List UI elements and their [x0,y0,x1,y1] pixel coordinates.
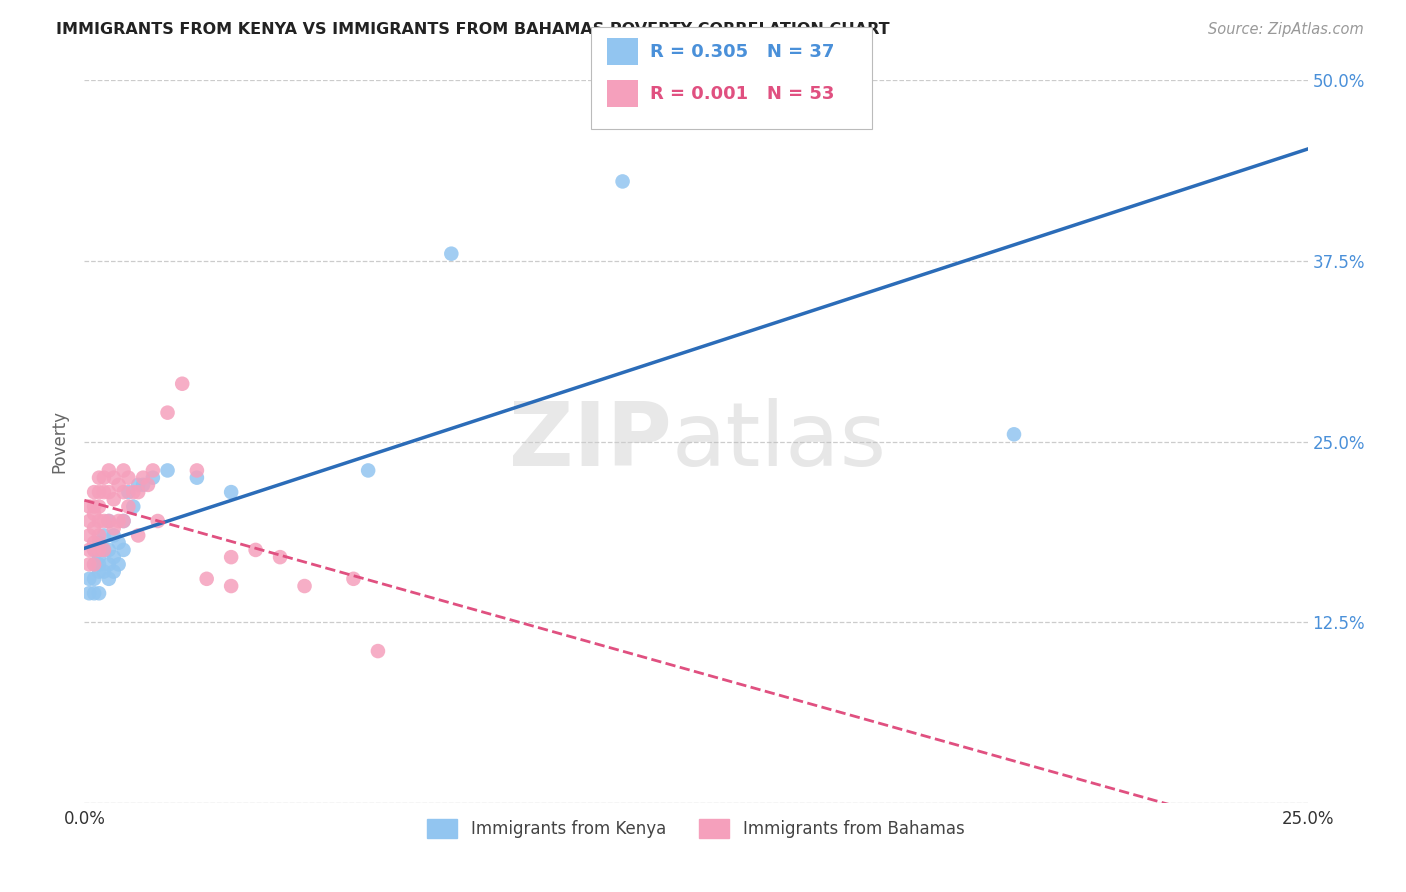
Point [87,528,110,542]
Point [77,586,100,600]
Point [107,558,129,572]
Point [93,485,115,500]
Point [269,550,291,565]
Point [93,542,115,557]
Point [97,542,120,557]
Text: R = 0.001   N = 53: R = 0.001 N = 53 [650,85,834,103]
Point [156,406,179,420]
Point [87,500,110,514]
Point [83,542,105,557]
Point [146,514,169,528]
Point [107,535,129,549]
Point [219,579,242,593]
Point [367,644,389,658]
Point [1002,427,1025,442]
Point [87,565,110,579]
Point [83,500,105,514]
Point [93,528,115,542]
Text: R = 0.305   N = 37: R = 0.305 N = 37 [650,43,834,61]
Point [87,550,110,565]
Point [357,463,380,477]
Point [87,514,110,528]
Point [93,470,115,484]
Point [97,572,120,586]
Point [97,514,120,528]
Point [107,514,129,528]
Point [117,485,139,500]
Point [77,528,100,542]
Point [97,514,120,528]
Point [77,558,100,572]
Point [132,470,155,484]
Point [142,463,165,477]
Point [612,174,634,188]
Legend: Immigrants from Kenya, Immigrants from Bahamas: Immigrants from Kenya, Immigrants from B… [420,813,972,845]
Point [103,550,125,565]
Point [83,572,105,586]
Point [219,550,242,565]
Point [87,470,110,484]
Point [142,470,165,484]
Text: IMMIGRANTS FROM KENYA VS IMMIGRANTS FROM BAHAMAS POVERTY CORRELATION CHART: IMMIGRANTS FROM KENYA VS IMMIGRANTS FROM… [56,22,890,37]
Point [87,542,110,557]
Point [103,470,125,484]
Point [93,542,115,557]
Point [83,507,105,521]
Point [103,528,125,542]
Point [103,521,125,535]
Point [83,485,105,500]
Point [112,485,135,500]
Text: ZIP: ZIP [509,398,672,485]
Point [132,478,155,492]
Text: atlas: atlas [672,398,887,485]
Point [112,463,135,477]
Point [77,500,100,514]
Point [294,579,316,593]
Point [172,376,194,391]
Point [83,535,105,549]
Point [87,535,110,549]
Point [127,485,149,500]
Point [87,558,110,572]
Point [103,565,125,579]
Point [342,572,364,586]
Point [245,542,267,557]
Point [136,478,159,492]
Point [83,521,105,535]
Point [93,565,115,579]
Point [97,558,120,572]
Point [127,528,149,542]
Point [122,485,145,500]
Point [83,558,105,572]
Point [97,485,120,500]
Point [112,514,135,528]
Text: Source: ZipAtlas.com: Source: ZipAtlas.com [1208,22,1364,37]
Point [186,470,208,484]
Point [122,500,145,514]
Y-axis label: Poverty: Poverty [51,410,69,473]
Point [77,572,100,586]
Point [112,542,135,557]
Point [219,485,242,500]
Point [440,246,463,260]
Point [87,485,110,500]
Point [83,558,105,572]
Point [83,542,105,557]
Point [87,586,110,600]
Point [112,514,135,528]
Point [107,478,129,492]
Point [156,463,179,477]
Point [77,542,100,557]
Point [97,463,120,477]
Point [117,500,139,514]
Point [186,463,208,477]
Point [127,478,149,492]
Point [117,470,139,484]
Point [83,586,105,600]
Point [103,492,125,507]
Point [77,514,100,528]
Point [195,572,218,586]
Point [93,514,115,528]
